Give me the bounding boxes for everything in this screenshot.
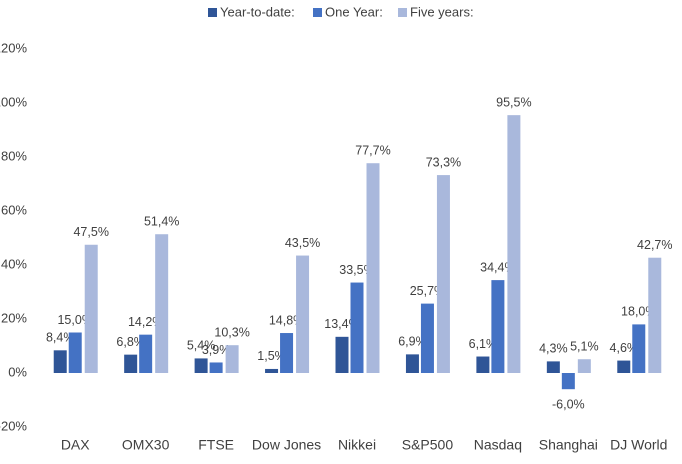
bar [155,234,169,373]
legend-label: Year-to-date: [220,4,295,19]
bar [209,362,223,373]
data-label: 14,2% [128,315,163,329]
data-label: 1,5% [257,349,286,363]
y-tick-label: 60% [1,202,27,217]
data-label: 34,4% [480,260,515,274]
data-label: 3,9% [202,343,231,357]
legend-label: One Year: [325,4,383,19]
bar [405,354,419,373]
data-label: 14,8% [269,313,304,327]
bar [139,334,153,373]
y-tick-label: 120% [0,40,27,55]
bar [84,244,98,373]
x-tick-label: Shanghai [539,437,598,453]
data-label: 6,1% [469,337,498,351]
bar [194,358,208,373]
data-label: 25,7% [410,284,445,298]
bar [335,336,349,373]
bar [296,255,310,373]
data-label: 8,4% [46,331,75,345]
bar [225,345,239,373]
data-label: 18,0% [621,305,656,319]
data-label: -6,0% [552,397,585,411]
data-label: 6,8% [116,335,145,349]
data-label: 6,9% [398,335,427,349]
data-label: 95,5% [496,95,531,109]
x-tick-label: Nikkei [338,437,376,453]
legend-swatch [313,8,322,17]
data-label: 4,6% [610,341,639,355]
bar [546,361,560,373]
data-label: 47,5% [73,225,108,239]
x-tick-label: FTSE [198,437,234,453]
bar [68,332,82,373]
y-tick-label: -20% [0,418,27,433]
x-tick-label: Nasdaq [474,437,522,453]
data-label: 77,7% [355,144,390,158]
data-label: 51,4% [144,215,179,229]
data-label: 33,5% [339,263,374,277]
data-label: 10,3% [214,325,249,339]
legend-swatch [398,8,407,17]
legend-swatch [208,8,217,17]
bar [366,163,380,373]
data-label: 42,7% [637,238,672,252]
bar [420,303,434,373]
bar [53,350,67,373]
y-tick-label: 100% [0,94,27,109]
y-tick-label: 0% [8,364,27,379]
bar [577,359,591,373]
bar [436,175,450,373]
bar [561,373,575,390]
legend-label: Five years: [410,4,474,19]
x-tick-label: DJ World [610,437,667,453]
bar [124,354,138,373]
x-tick-label: S&P500 [402,437,454,453]
bar [491,280,505,373]
bar [617,360,631,373]
y-tick-label: 20% [1,310,27,325]
x-tick-label: Dow Jones [252,437,321,453]
y-tick-label: 40% [1,256,27,271]
bar [280,333,294,373]
bar [350,282,364,373]
y-tick-label: 80% [1,148,27,163]
data-label: 15,0% [57,313,92,327]
data-label: 73,3% [426,155,461,169]
data-label: 5,1% [570,340,599,354]
bar [507,115,521,374]
bar [648,257,662,373]
bar [476,356,490,373]
bar [265,368,279,373]
data-label: 4,3% [539,342,568,356]
data-label: 43,5% [285,236,320,250]
bar [632,324,646,373]
data-label: 5,4% [187,339,216,353]
x-tick-label: OMX30 [122,437,170,453]
x-tick-label: DAX [61,437,90,453]
